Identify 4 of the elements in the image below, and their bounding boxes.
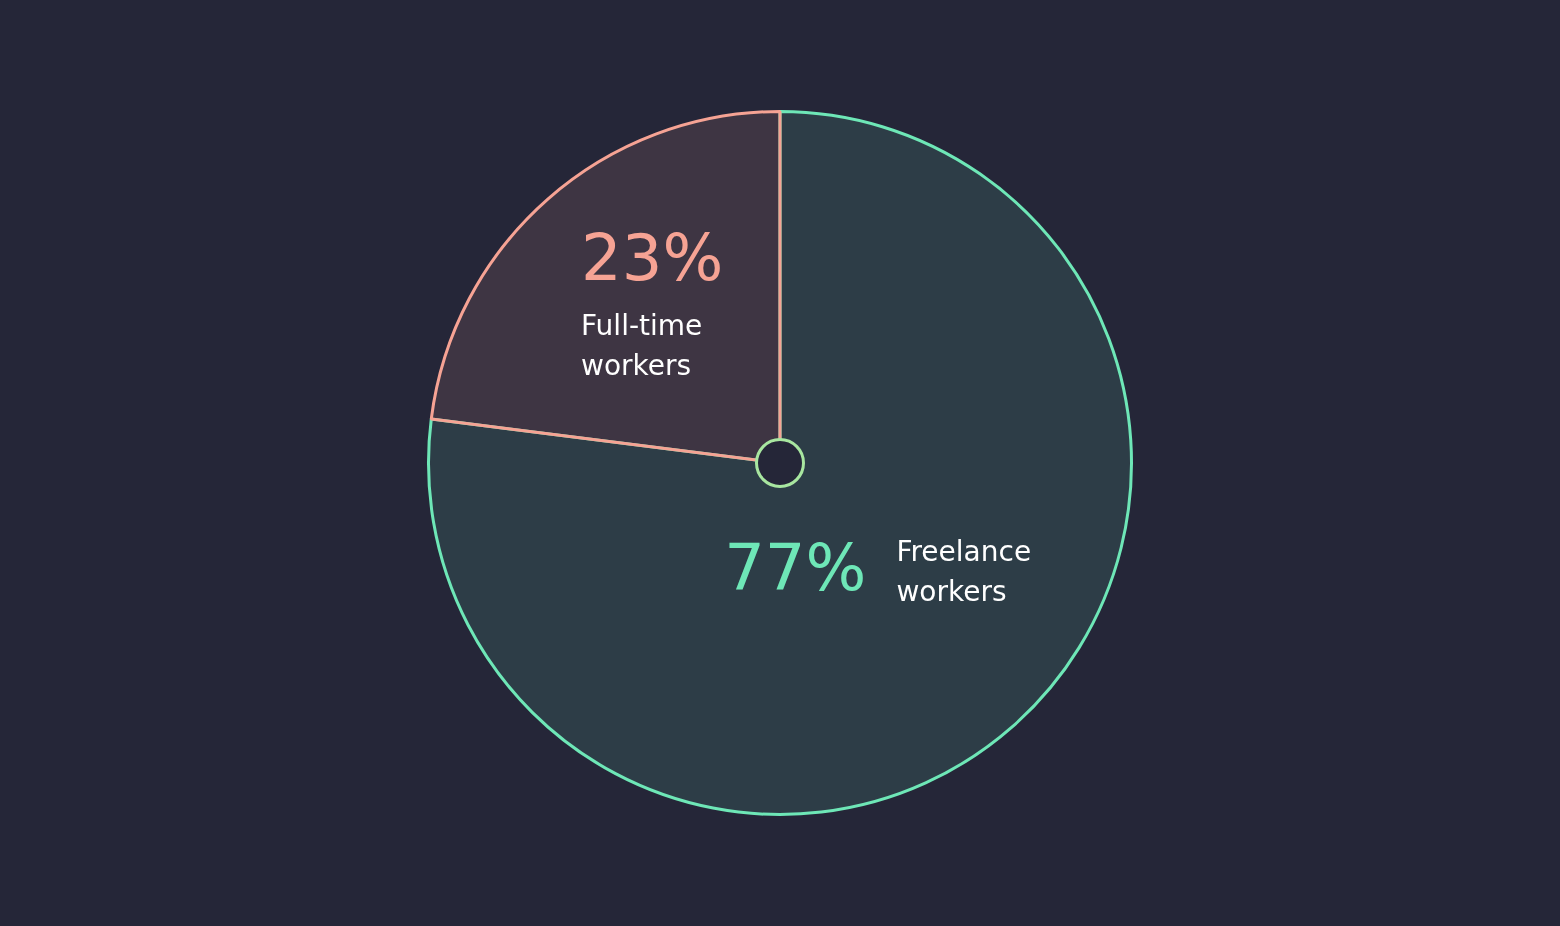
- slice-label: Freelance workers: [896, 535, 1032, 609]
- slice-label: Full-time workers: [581, 309, 703, 383]
- data-label: 77%: [724, 531, 867, 606]
- data-label: 23%: [581, 220, 724, 295]
